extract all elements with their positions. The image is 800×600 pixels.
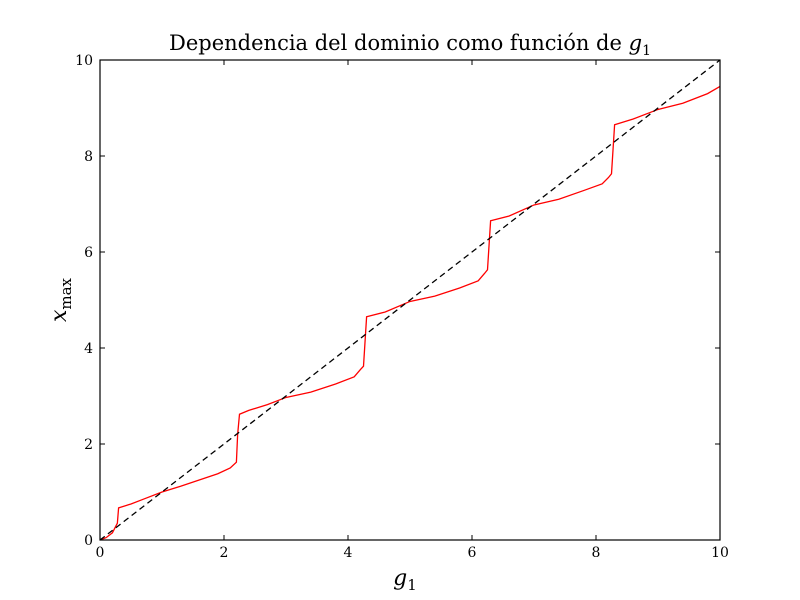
y-tick-label: 4 — [84, 341, 93, 357]
y-axis-label: xmax — [47, 277, 75, 322]
x-tick-label: 0 — [96, 545, 105, 561]
y-tick-label: 0 — [84, 533, 93, 549]
x-tick-label: 8 — [592, 545, 601, 561]
x-tick-label: 2 — [220, 545, 229, 561]
chart-title: Dependencia del dominio como función de … — [169, 31, 651, 59]
y-tick-label: 6 — [84, 245, 93, 261]
tick-group: 0 2 4 6 8 10 0 2 4 6 8 10 — [75, 53, 729, 561]
y-tick-label: 10 — [75, 53, 93, 69]
plot-frame — [99, 59, 721, 541]
x-axis-label: g1 — [393, 566, 417, 594]
x-tick-label: 10 — [711, 545, 729, 561]
series-line-red — [99, 85, 721, 541]
plot-area — [99, 59, 721, 541]
series-line-dashed — [99, 59, 721, 541]
y-tick-label: 8 — [84, 149, 93, 165]
y-tick-label: 2 — [84, 437, 93, 453]
x-tick-label: 6 — [468, 545, 477, 561]
x-tick-label: 4 — [344, 545, 353, 561]
